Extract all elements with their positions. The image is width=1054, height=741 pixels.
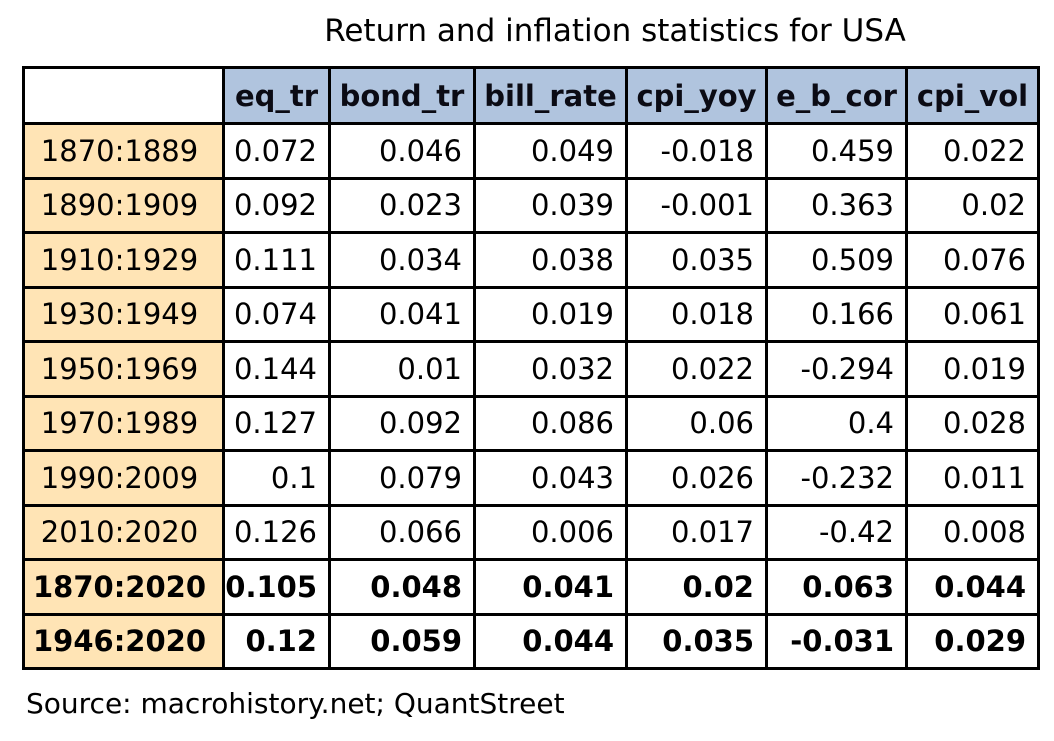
corner-cell	[22, 66, 225, 125]
row-label: 1870:1889	[22, 122, 225, 180]
cell-value: -0.001	[625, 176, 768, 234]
cell-value: 0.061	[905, 285, 1040, 343]
cell-value: 0.12	[222, 612, 331, 670]
chart-title: Return and inflation statistics for USA	[324, 13, 906, 49]
cell-value: 0.02	[905, 176, 1040, 234]
cell-value: 0.032	[473, 340, 628, 398]
cell-value: 0.074	[222, 285, 331, 343]
cell-value: 0.127	[222, 394, 331, 452]
statistics-table: eq_tr bond_tr bill_rate cpi_yoy e_b_cor …	[22, 66, 1040, 670]
row-label: 1870:2020	[22, 558, 225, 616]
cell-value: 0.041	[473, 558, 628, 616]
row-label: 1970:1989	[22, 394, 225, 452]
column-header-eq-tr: eq_tr	[222, 66, 331, 125]
cell-value: 0.111	[222, 231, 331, 289]
cell-value: 0.023	[328, 176, 476, 234]
cell-value: 0.008	[905, 503, 1040, 561]
table-row: 1970:1989 0.127 0.092 0.086 0.06 0.4 0.0…	[22, 394, 1040, 452]
cell-value: 0.092	[328, 394, 476, 452]
cell-value: 0.035	[625, 612, 768, 670]
cell-value: 0.026	[625, 449, 768, 507]
cell-value: 0.01	[328, 340, 476, 398]
cell-value: 0.076	[905, 231, 1040, 289]
cell-value: 0.086	[473, 394, 628, 452]
cell-value: 0.044	[905, 558, 1040, 616]
cell-value: 0.126	[222, 503, 331, 561]
cell-value: -0.031	[765, 612, 908, 670]
cell-value: 0.049	[473, 122, 628, 180]
column-header-bond-tr: bond_tr	[328, 66, 476, 125]
cell-value: 0.063	[765, 558, 908, 616]
cell-value: 0.459	[765, 122, 908, 180]
row-label: 1946:2020	[22, 612, 225, 670]
row-label: 1910:1929	[22, 231, 225, 289]
cell-value: 0.039	[473, 176, 628, 234]
cell-value: -0.294	[765, 340, 908, 398]
cell-value: 0.509	[765, 231, 908, 289]
cell-value: 0.017	[625, 503, 768, 561]
row-label: 1990:2009	[22, 449, 225, 507]
cell-value: 0.066	[328, 503, 476, 561]
cell-value: 0.011	[905, 449, 1040, 507]
cell-value: -0.018	[625, 122, 768, 180]
cell-value: 0.018	[625, 285, 768, 343]
cell-value: 0.072	[222, 122, 331, 180]
table-row: 1890:1909 0.092 0.023 0.039 -0.001 0.363…	[22, 176, 1040, 234]
column-header-cpi-vol: cpi_vol	[905, 66, 1040, 125]
table-row-total: 1946:2020 0.12 0.059 0.044 0.035 -0.031 …	[22, 612, 1040, 670]
row-label: 1930:1949	[22, 285, 225, 343]
source-caption: Source: macrohistory.net; QuantStreet	[26, 687, 565, 720]
cell-value: 0.038	[473, 231, 628, 289]
row-label: 1890:1909	[22, 176, 225, 234]
cell-value: 0.022	[625, 340, 768, 398]
header-row: eq_tr bond_tr bill_rate cpi_yoy e_b_cor …	[22, 66, 1040, 125]
table-row: 1930:1949 0.074 0.041 0.019 0.018 0.166 …	[22, 285, 1040, 343]
table-row: 1870:1889 0.072 0.046 0.049 -0.018 0.459…	[22, 122, 1040, 180]
table-row: 1990:2009 0.1 0.079 0.043 0.026 -0.232 0…	[22, 449, 1040, 507]
cell-value: 0.4	[765, 394, 908, 452]
cell-value: -0.232	[765, 449, 908, 507]
cell-value: 0.105	[222, 558, 331, 616]
row-label: 2010:2020	[22, 503, 225, 561]
cell-value: 0.029	[905, 612, 1040, 670]
table-row-total: 1870:2020 0.105 0.048 0.041 0.02 0.063 0…	[22, 558, 1040, 616]
table-row: 1950:1969 0.144 0.01 0.032 0.022 -0.294 …	[22, 340, 1040, 398]
cell-value: 0.079	[328, 449, 476, 507]
cell-value: 0.034	[328, 231, 476, 289]
cell-value: 0.006	[473, 503, 628, 561]
cell-value: 0.166	[765, 285, 908, 343]
cell-value: 0.092	[222, 176, 331, 234]
cell-value: 0.028	[905, 394, 1040, 452]
table-row: 2010:2020 0.126 0.066 0.006 0.017 -0.42 …	[22, 503, 1040, 561]
row-label: 1950:1969	[22, 340, 225, 398]
table-row: 1910:1929 0.111 0.034 0.038 0.035 0.509 …	[22, 231, 1040, 289]
cell-value: 0.019	[905, 340, 1040, 398]
cell-value: 0.022	[905, 122, 1040, 180]
cell-value: 0.363	[765, 176, 908, 234]
cell-value: 0.041	[328, 285, 476, 343]
cell-value: 0.06	[625, 394, 768, 452]
column-header-e-b-cor: e_b_cor	[765, 66, 908, 125]
cell-value: 0.043	[473, 449, 628, 507]
cell-value: 0.046	[328, 122, 476, 180]
cell-value: 0.019	[473, 285, 628, 343]
cell-value: 0.059	[328, 612, 476, 670]
cell-value: 0.035	[625, 231, 768, 289]
cell-value: 0.1	[222, 449, 331, 507]
cell-value: 0.02	[625, 558, 768, 616]
column-header-cpi-yoy: cpi_yoy	[625, 66, 768, 125]
column-header-bill-rate: bill_rate	[473, 66, 628, 125]
cell-value: -0.42	[765, 503, 908, 561]
cell-value: 0.048	[328, 558, 476, 616]
cell-value: 0.144	[222, 340, 331, 398]
cell-value: 0.044	[473, 612, 628, 670]
